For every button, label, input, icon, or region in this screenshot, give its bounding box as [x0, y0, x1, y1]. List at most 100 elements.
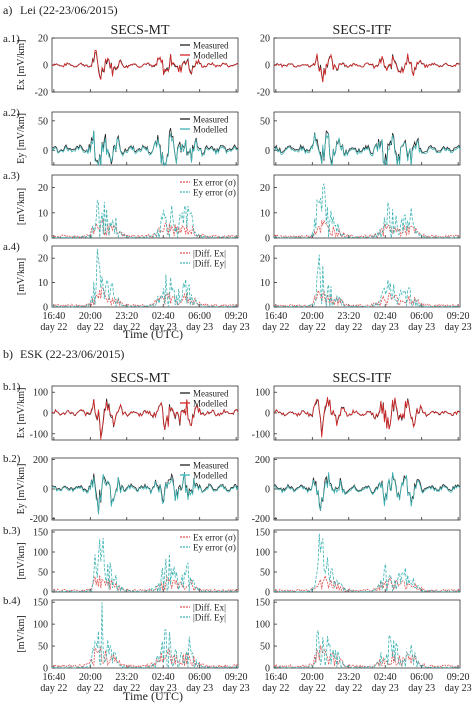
- series-line-2: [273, 254, 461, 308]
- x-tick-label: 09:20: [447, 311, 470, 322]
- x-tick-sublabel: day 23: [372, 322, 399, 333]
- y-tick-label: -100: [30, 429, 48, 440]
- panel-b-title: ESK (22-23/06/2015): [20, 347, 124, 361]
- x-tick-sublabel: day 23: [372, 683, 399, 694]
- series-line-2: [51, 248, 239, 308]
- row-label: a.3): [3, 170, 20, 182]
- y-tick-label: 50: [260, 642, 270, 653]
- legend-label: Ey error (σ): [193, 543, 236, 553]
- x-tick-sublabel: day 23: [150, 683, 177, 694]
- legend-label: |Diff. Ex|: [193, 249, 226, 259]
- x-tick-label: 02:40: [374, 311, 397, 322]
- y-tick-label: 20: [260, 254, 270, 265]
- series-line-1: [51, 646, 239, 669]
- y-tick-label: 0: [265, 485, 270, 496]
- y-tick-label: 0: [43, 485, 48, 496]
- x-tick-sublabel: day 23: [445, 322, 472, 333]
- row-label: a.1): [3, 33, 20, 45]
- y-tick-label: 0: [43, 664, 48, 675]
- x-tick-label: 06:00: [410, 672, 433, 683]
- y-tick-label: 0: [43, 409, 48, 420]
- x-tick-sublabel: day 22: [299, 683, 326, 694]
- y-tick-label: 0: [43, 146, 48, 157]
- y-axis-label: Ex [mV/km]: [16, 40, 27, 91]
- y-tick-label: 0: [265, 61, 270, 72]
- series-line-2: [274, 472, 461, 511]
- y-tick-label: 100: [255, 620, 270, 631]
- legend-label: Measured: [193, 41, 229, 51]
- series-line-1: [273, 219, 461, 239]
- row-label: b.1): [3, 381, 21, 393]
- x-tick-label: 09:20: [225, 672, 248, 683]
- legend-label: |Diff. Ey|: [193, 259, 226, 269]
- legend-label: Measured: [193, 115, 229, 125]
- y-tick-label: 150: [33, 598, 48, 609]
- x-tick-sublabel: day 23: [408, 322, 435, 333]
- plot-frame: [273, 385, 461, 441]
- series-line-2: [51, 49, 239, 80]
- x-tick-label: 20:00: [301, 311, 324, 322]
- y-axis-label: [mV/km]: [16, 258, 27, 295]
- x-tick-sublabel: day 22: [262, 683, 289, 694]
- legend-label: Measured: [193, 461, 229, 471]
- series-line-2: [51, 399, 239, 440]
- y-tick-label: 150: [33, 528, 48, 539]
- x-tick-sublabel: day 23: [186, 322, 213, 333]
- x-tick-label: 16:40: [264, 672, 287, 683]
- col-header-itf-b: SECS-ITF: [332, 371, 391, 386]
- y-tick-label: -20: [35, 88, 48, 99]
- y-tick-label: 50: [38, 116, 48, 127]
- row-label: b.2): [3, 453, 21, 465]
- y-tick-label: 50: [260, 568, 270, 579]
- series-line-2: [51, 199, 239, 239]
- x-tick-label: 20:00: [79, 311, 102, 322]
- series-line-1: [51, 575, 239, 593]
- legend-label: Ex error (σ): [193, 533, 236, 543]
- x-tick-sublabel: day 23: [223, 322, 250, 333]
- x-tick-label: 02:40: [152, 311, 175, 322]
- x-tick-sublabel: day 22: [40, 322, 67, 333]
- series-line-1: [51, 127, 239, 166]
- y-tick-label: 200: [33, 455, 48, 466]
- x-tick-label: 23:20: [115, 672, 138, 683]
- y-axis-label: Ex [mV/km]: [16, 388, 27, 439]
- y-tick-label: 20: [38, 34, 48, 45]
- col-header-mt-b: SECS-MT: [110, 371, 170, 386]
- x-tick-label: 02:40: [374, 672, 397, 683]
- y-tick-label: -20: [257, 88, 270, 99]
- x-tick-label: 06:00: [188, 311, 211, 322]
- y-tick-label: 10: [260, 278, 270, 289]
- series-line-2: [51, 602, 239, 670]
- col-header-mt-a: SECS-MT: [110, 23, 170, 38]
- legend-label: |Diff. Ey|: [193, 613, 226, 623]
- x-tick-label: 23:20: [115, 311, 138, 322]
- x-tick-label: 06:00: [410, 311, 433, 322]
- x-tick-label: 23:20: [337, 311, 360, 322]
- y-tick-label: 100: [33, 548, 48, 559]
- plot-frame: [51, 174, 239, 239]
- y-tick-label: 0: [265, 303, 270, 314]
- y-tick-label: 0: [43, 588, 48, 599]
- series-line-2: [273, 53, 461, 83]
- x-tick-sublabel: day 22: [262, 322, 289, 333]
- x-tick-label: 09:20: [447, 672, 470, 683]
- x-tick-sublabel: day 22: [40, 683, 67, 694]
- y-tick-label: 150: [255, 598, 270, 609]
- y-axis-label: [mV/km]: [16, 188, 27, 225]
- plot-frame: [273, 111, 461, 166]
- x-tick-sublabel: day 22: [113, 322, 140, 333]
- plot-frame: [51, 529, 239, 593]
- y-tick-label: 10: [260, 208, 270, 219]
- y-tick-label: 0: [43, 61, 48, 72]
- y-tick-label: 0: [265, 146, 270, 157]
- legend-label: Modelled: [193, 51, 228, 61]
- series-line-1: [51, 218, 239, 239]
- legend-label: Ex error (σ): [193, 178, 236, 188]
- y-tick-label: 200: [255, 455, 270, 466]
- y-tick-label: 20: [260, 34, 270, 45]
- y-tick-label: 100: [255, 548, 270, 559]
- y-tick-label: 0: [43, 234, 48, 245]
- y-tick-label: -200: [252, 514, 270, 525]
- y-tick-label: 0: [43, 303, 48, 314]
